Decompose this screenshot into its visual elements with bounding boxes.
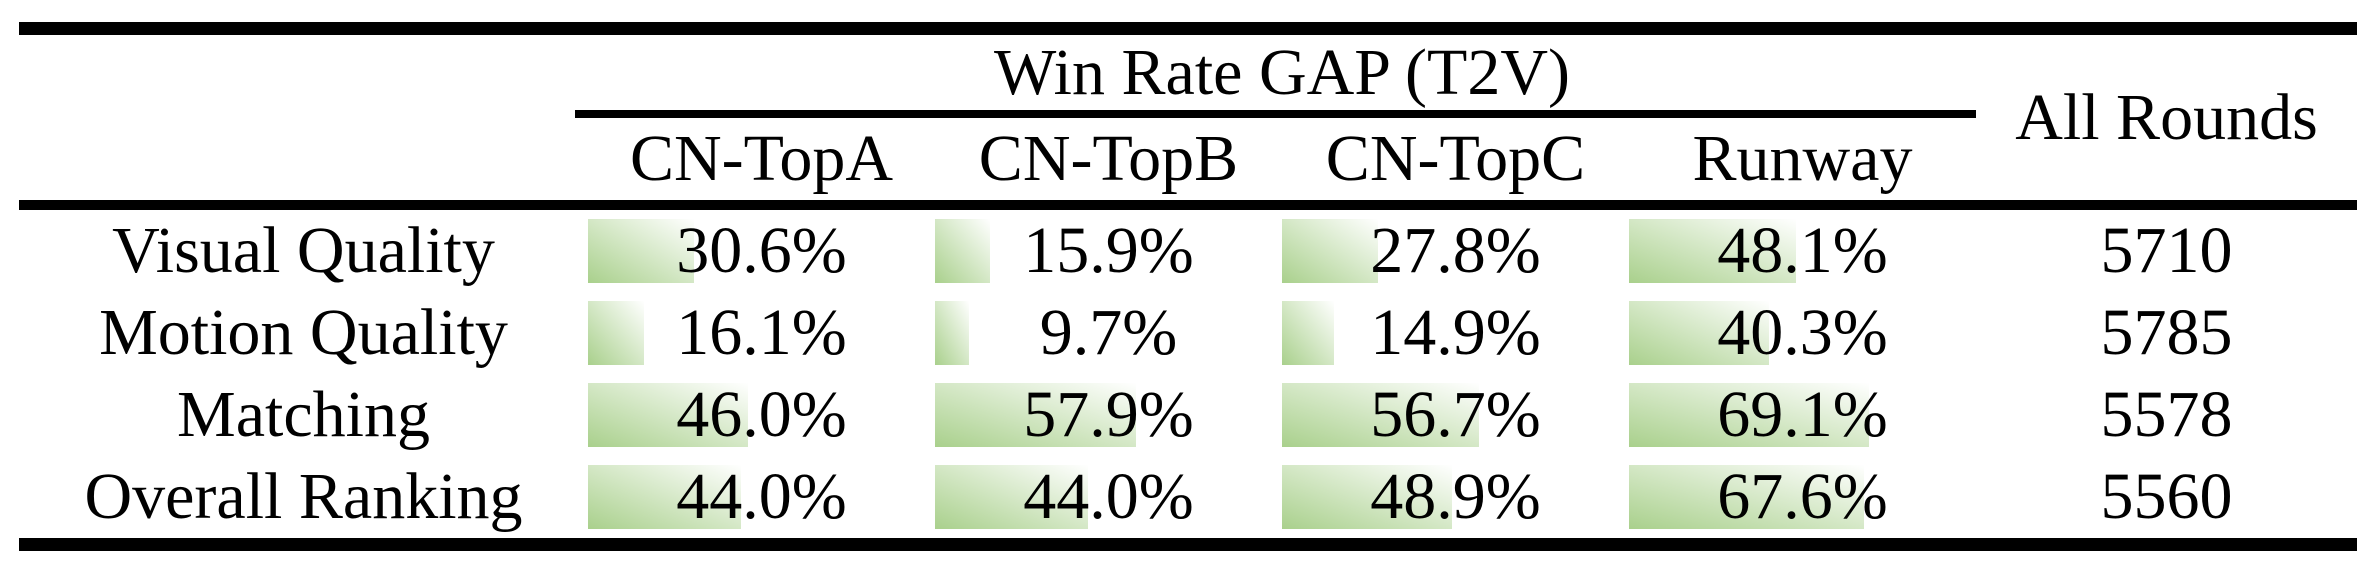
- column-header-all-rounds: All Rounds: [2015, 80, 2318, 154]
- win-rate-value: 15.9%: [1023, 214, 1194, 287]
- table-row: Matching 46.0% 57.9% 56.7% 69.1% 5578: [19, 374, 2357, 456]
- title-underline-rule: [575, 110, 1976, 118]
- table-header: Win Rate GAP (T2V) CN-TopA CN-TopB CN-To…: [19, 35, 2357, 200]
- column-header-cn-topb: CN-TopB: [978, 122, 1239, 195]
- win-rate-bar: [935, 301, 969, 365]
- win-rate-bar: [1629, 219, 1796, 283]
- table-row: Overall Ranking 44.0% 44.0% 48.9% 67.6% …: [19, 456, 2357, 538]
- value-cell: 44.0%: [588, 456, 935, 538]
- win-rate-bar: [935, 383, 1136, 447]
- win-rate-bar: [588, 383, 748, 447]
- win-rate-value: 44.0%: [676, 460, 847, 533]
- value-cell: 14.9%: [1282, 292, 1629, 374]
- column-header-cn-topc: CN-TopC: [1325, 122, 1586, 195]
- win-rate-bar: [1282, 383, 1479, 447]
- row-label: Visual Quality: [112, 214, 495, 287]
- value-cell: 48.9%: [1282, 456, 1629, 538]
- row-label: Overall Ranking: [84, 460, 523, 533]
- win-rate-value: 9.7%: [1039, 296, 1178, 369]
- value-cell: 69.1%: [1629, 374, 1976, 456]
- win-rate-bar: [588, 301, 644, 365]
- all-rounds-value: 5785: [2100, 296, 2233, 369]
- value-cell: 44.0%: [935, 456, 1282, 538]
- win-rate-bar: [588, 219, 695, 283]
- win-rate-bar: [1629, 383, 1869, 447]
- win-rate-value: 46.0%: [676, 378, 847, 451]
- value-cell: 9.7%: [935, 292, 1282, 374]
- value-cell: 56.7%: [1282, 374, 1629, 456]
- win-rate-value: 56.7%: [1370, 378, 1541, 451]
- win-rate-value: 40.3%: [1717, 296, 1888, 369]
- all-rounds-value: 5578: [2100, 378, 2233, 451]
- win-rate-bar: [1282, 219, 1379, 283]
- value-cell: 15.9%: [935, 210, 1282, 292]
- value-cell: 40.3%: [1629, 292, 1976, 374]
- win-rate-value: 48.1%: [1717, 214, 1888, 287]
- win-rate-value: 44.0%: [1023, 460, 1194, 533]
- table-title: Win Rate GAP (T2V): [994, 35, 1570, 109]
- value-cell: 27.8%: [1282, 210, 1629, 292]
- win-rate-value: 16.1%: [676, 296, 847, 369]
- row-label: Matching: [177, 378, 430, 451]
- win-rate-value: 69.1%: [1717, 378, 1888, 451]
- win-rate-value: 67.6%: [1717, 460, 1888, 533]
- win-rate-value: 27.8%: [1370, 214, 1541, 287]
- win-rate-value: 48.9%: [1370, 460, 1541, 533]
- table-bottom-rule: [19, 538, 2357, 551]
- row-label: Motion Quality: [99, 296, 508, 369]
- table-row: Visual Quality 30.6% 15.9% 27.8% 48.1% 5…: [19, 210, 2357, 292]
- win-rate-bar: [935, 219, 991, 283]
- column-header-runway: Runway: [1692, 122, 1913, 195]
- table-body: Visual Quality 30.6% 15.9% 27.8% 48.1% 5…: [19, 210, 2357, 538]
- value-cell: 46.0%: [588, 374, 935, 456]
- win-rate-bar: [588, 465, 741, 529]
- win-rate-value: 14.9%: [1370, 296, 1541, 369]
- value-cell: 48.1%: [1629, 210, 1976, 292]
- header-bottom-rule: [19, 200, 2357, 210]
- value-cell: 57.9%: [935, 374, 1282, 456]
- table-row: Motion Quality 16.1% 9.7% 14.9% 40.3% 57…: [19, 292, 2357, 374]
- value-cell: 16.1%: [588, 292, 935, 374]
- all-rounds-value: 5710: [2100, 214, 2233, 287]
- value-cell: 30.6%: [588, 210, 935, 292]
- win-rate-value: 30.6%: [676, 214, 847, 287]
- win-rate-bar: [935, 465, 1088, 529]
- all-rounds-value: 5560: [2100, 460, 2233, 533]
- table-top-rule: [19, 22, 2357, 35]
- win-rate-value: 57.9%: [1023, 378, 1194, 451]
- value-cell: 67.6%: [1629, 456, 1976, 538]
- win-rate-bar: [1629, 465, 1864, 529]
- win-rate-bar: [1282, 301, 1334, 365]
- win-rate-bar: [1282, 465, 1452, 529]
- column-header-cn-topa: CN-TopA: [629, 122, 894, 195]
- win-rate-bar: [1629, 301, 1769, 365]
